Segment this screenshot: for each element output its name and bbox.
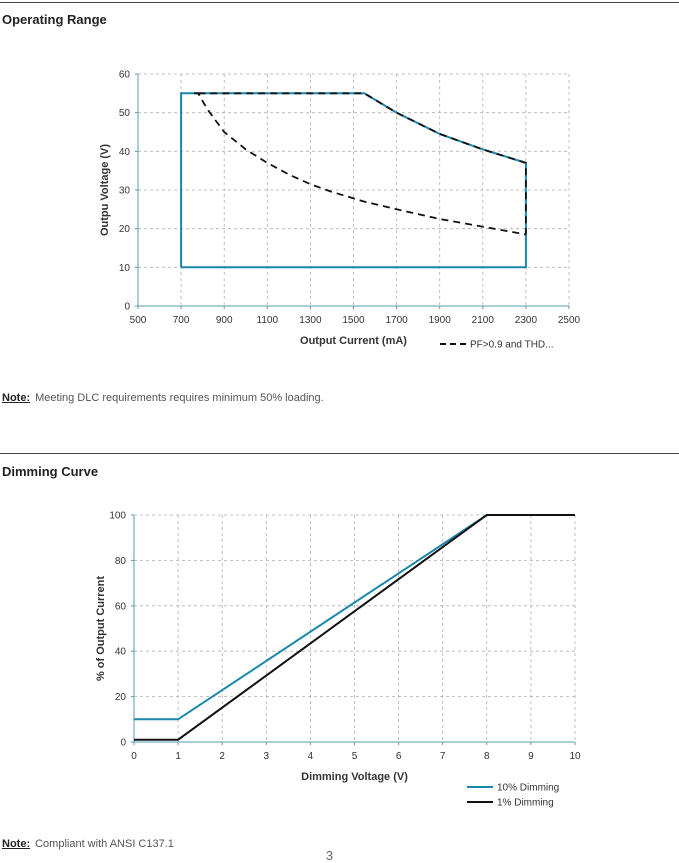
- dimming-curve-note: Note: Compliant with ANSI C137.1: [2, 838, 174, 850]
- x-tick-label: 2500: [558, 315, 581, 326]
- x-tick-label: 2300: [515, 315, 538, 326]
- x-tick-label: 0: [131, 751, 137, 762]
- x-tick-label: 1700: [385, 315, 408, 326]
- y-tick-label: 50: [119, 108, 131, 119]
- legend-label: PF>0.9 and THD...: [470, 340, 553, 351]
- y-axis-label: % of Output Current: [95, 576, 107, 681]
- page-number: 3: [325, 848, 334, 863]
- legend-label: 1% Dimming: [497, 798, 554, 809]
- dimming-curve-title: Dimming Curve: [2, 464, 99, 479]
- y-tick-label: 20: [115, 692, 127, 703]
- x-tick-label: 3: [264, 751, 270, 762]
- y-tick-label: 80: [115, 556, 127, 567]
- x-tick-label: 1: [175, 751, 181, 762]
- y-tick-label: 0: [120, 738, 126, 749]
- x-tick-label: 9: [528, 751, 534, 762]
- operating-range-note: Note: Meeting DLC requirements requires m…: [2, 392, 324, 404]
- legend-label: 10% Dimming: [497, 783, 559, 794]
- section-divider-middle: [0, 453, 679, 454]
- x-tick-label: 700: [173, 315, 190, 326]
- x-tick-label: 7: [440, 751, 446, 762]
- y-axis-label: Outpu Voltage (V): [99, 144, 111, 236]
- y-tick-label: 30: [119, 186, 131, 197]
- note-text: Meeting DLC requirements requires minimu…: [35, 392, 324, 404]
- operating-range-chart: 500 700 900 1100 1300 1500 1700 1900 2100 2300 250…: [99, 70, 581, 351]
- x-tick-label: 1300: [299, 315, 322, 326]
- y-tick-label: 60: [115, 601, 127, 612]
- note-label: Note:: [2, 392, 31, 404]
- x-tick-label: 1100: [257, 315, 279, 326]
- x-tick-label: 1900: [429, 315, 452, 326]
- x-axis-label: Dimming Voltage (V): [301, 771, 408, 783]
- note-label: Note:: [2, 838, 31, 850]
- y-tick-label: 100: [109, 511, 126, 522]
- x-tick-label: 8: [484, 751, 490, 762]
- series-line-1: [194, 92, 527, 236]
- x-tick-label: 900: [216, 315, 233, 326]
- series-line-1: [134, 514, 575, 741]
- y-tick-label: 10: [119, 263, 131, 274]
- y-tick-label: 60: [119, 70, 131, 81]
- series-line-0: [180, 92, 527, 269]
- x-tick-label: 2: [219, 751, 225, 762]
- x-axis-label: Output Current (mA): [300, 335, 407, 347]
- y-tick-label: 20: [119, 224, 131, 235]
- x-tick-label: 1500: [342, 315, 365, 326]
- x-tick-label: 10: [569, 751, 581, 762]
- operating-range-title: Operating Range: [2, 12, 107, 27]
- x-tick-label: 6: [396, 751, 402, 762]
- series-line-2: [198, 92, 527, 235]
- note-text: Compliant with ANSI C137.1: [35, 838, 174, 850]
- x-tick-label: 4: [308, 751, 314, 762]
- y-tick-label: 40: [115, 647, 127, 658]
- x-tick-label: 2100: [472, 315, 495, 326]
- y-tick-label: 40: [119, 147, 131, 158]
- y-tick-label: 0: [124, 302, 130, 313]
- x-tick-label: 5: [352, 751, 358, 762]
- x-tick-label: 500: [130, 315, 147, 326]
- section-divider-top: [0, 2, 679, 3]
